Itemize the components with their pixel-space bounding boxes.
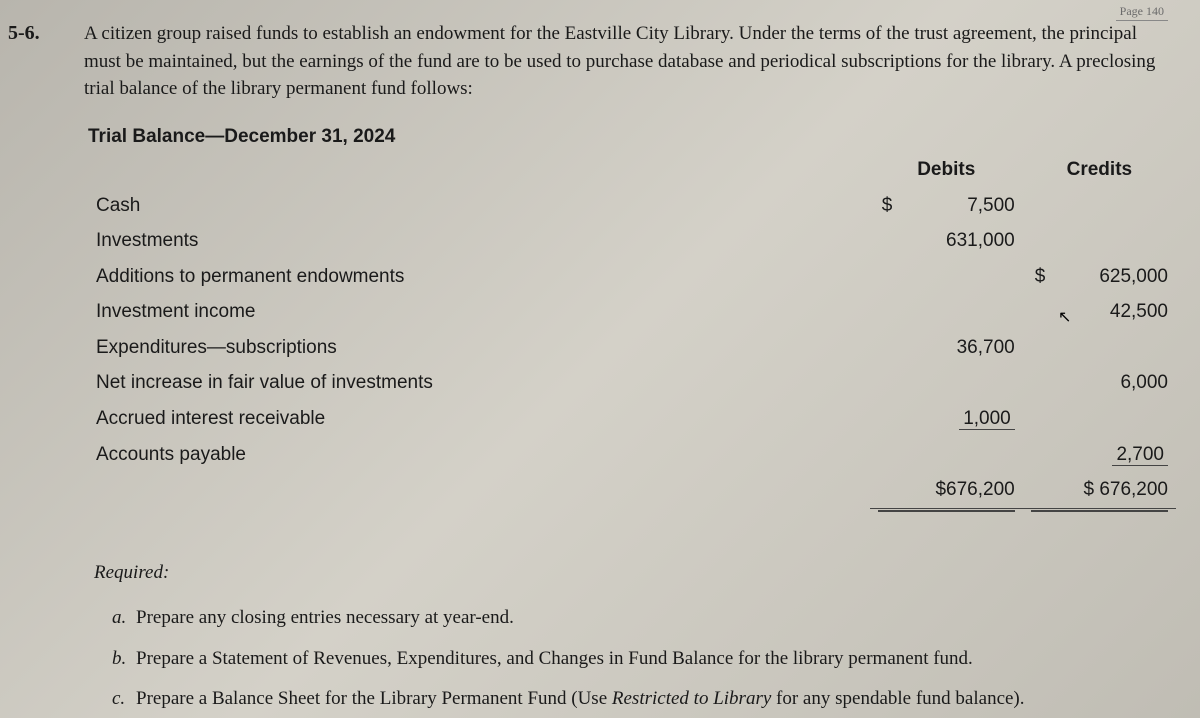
table-header-row: Debits Credits: [88, 152, 1176, 188]
row-debit: 1,000: [870, 401, 1023, 437]
row-credit: $625,000: [1023, 259, 1176, 295]
row-credit: 42,500: [1023, 294, 1176, 330]
amount: 2,700: [1112, 444, 1168, 466]
row-label: Net increase in fair value of investment…: [88, 365, 870, 401]
problem-number: 5-6.: [8, 22, 40, 45]
table-row: Cash $7,500: [88, 188, 1176, 224]
item-text-prefix: Prepare a Balance Sheet for the Library …: [136, 688, 612, 709]
required-item: b. Prepare a Statement of Revenues, Expe…: [112, 646, 1176, 673]
row-label: Investments: [88, 223, 870, 259]
table-row: Investments 631,000: [88, 223, 1176, 259]
page-number-tag: Page 140: [1116, 4, 1168, 21]
intro-paragraph: A citizen group raised funds to establis…: [84, 20, 1176, 103]
row-label: Cash: [88, 188, 870, 224]
item-text-suffix: for any spendable fund balance).: [771, 688, 1024, 709]
row-label: Investment income: [88, 294, 870, 330]
item-marker: c.: [112, 686, 125, 713]
required-label: Required:: [94, 559, 1176, 587]
total-debit: $676,200: [870, 472, 1023, 508]
row-label: Additions to permanent endowments: [88, 259, 870, 295]
credits-header: Credits: [1023, 152, 1176, 188]
total-credit: $ 676,200: [1023, 472, 1176, 508]
row-credit: 2,700: [1023, 437, 1176, 473]
row-credit: 6,000: [1023, 365, 1176, 401]
required-item: a. Prepare any closing entries necessary…: [112, 605, 1176, 632]
row-debit: 36,700: [870, 330, 1023, 366]
page-content: A citizen group raised funds to establis…: [0, 0, 1200, 713]
table-row: Investment income 42,500: [88, 294, 1176, 330]
row-debit: 631,000: [870, 223, 1023, 259]
debits-header: Debits: [870, 152, 1023, 188]
required-section: Required: a. Prepare any closing entries…: [84, 559, 1176, 713]
table-row: Accounts payable 2,700: [88, 437, 1176, 473]
item-text: Prepare any closing entries necessary at…: [136, 607, 514, 628]
amount: 625,000: [1099, 266, 1168, 287]
table-row: Additions to permanent endowments $625,0…: [88, 259, 1176, 295]
item-text-italic: Restricted to Library: [612, 688, 771, 709]
item-marker: b.: [112, 646, 126, 673]
item-marker: a.: [112, 605, 126, 632]
amount: 1,000: [959, 408, 1015, 430]
item-text: Prepare a Statement of Revenues, Expendi…: [136, 648, 973, 669]
amount: 7,500: [967, 195, 1015, 216]
required-list: a. Prepare any closing entries necessary…: [94, 605, 1176, 713]
table-row: Accrued interest receivable 1,000: [88, 401, 1176, 437]
table-row: Expenditures—subscriptions 36,700: [88, 330, 1176, 366]
required-item: c. Prepare a Balance Sheet for the Libra…: [112, 686, 1176, 713]
trial-balance-heading: Trial Balance—December 31, 2024: [88, 123, 1176, 151]
trial-balance-table: Debits Credits Cash $7,500 Investments 6…: [88, 152, 1176, 508]
totals-row: $676,200 $ 676,200: [88, 472, 1176, 508]
table-row: Net increase in fair value of investment…: [88, 365, 1176, 401]
row-label: Accounts payable: [88, 437, 870, 473]
row-label: Accrued interest receivable: [88, 401, 870, 437]
row-debit: $7,500: [870, 188, 1023, 224]
row-label: Expenditures—subscriptions: [88, 330, 870, 366]
trial-balance-section: Trial Balance—December 31, 2024 Debits C…: [84, 123, 1176, 509]
